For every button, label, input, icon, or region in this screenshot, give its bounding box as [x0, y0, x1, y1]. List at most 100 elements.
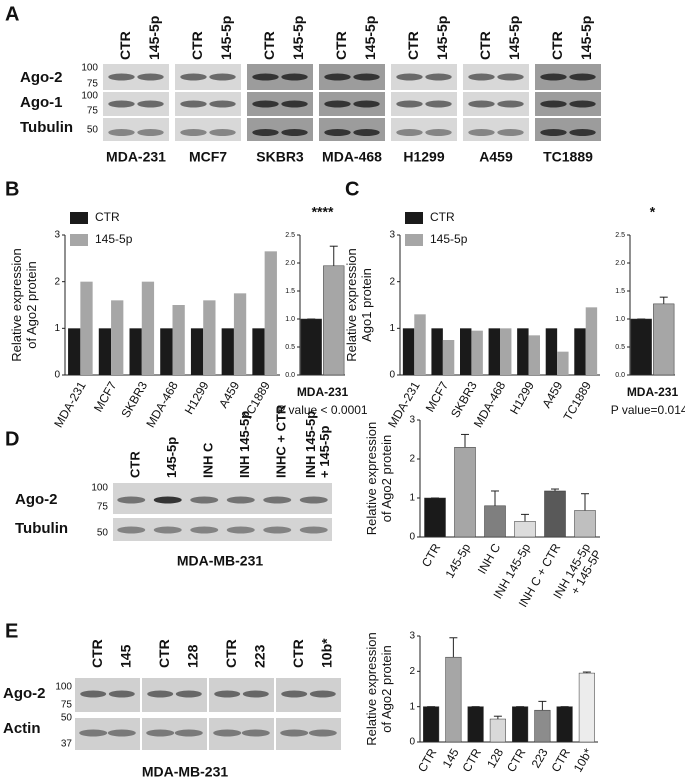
blot-band [209, 73, 236, 81]
bar [203, 300, 216, 375]
row-label: Actin [3, 720, 41, 737]
label-line: Relative expression [364, 632, 379, 745]
x-tick-label: H1299 [182, 379, 212, 417]
bar [467, 706, 484, 743]
label-line: INH 145-5p [303, 411, 318, 478]
y-tick-label: 2.5 [285, 232, 295, 239]
blot-membrane [103, 118, 169, 141]
bar [172, 305, 185, 375]
blot-band [146, 729, 175, 737]
blot-membrane [113, 483, 332, 514]
y-tick-label: 0 [54, 370, 60, 381]
x-tick-label: CTR [419, 541, 444, 570]
bar [630, 318, 652, 376]
blot-band [353, 73, 380, 81]
bar [431, 328, 443, 375]
blot-band [281, 73, 308, 81]
blot-band [425, 100, 452, 108]
lane-label: 145-5p [146, 16, 162, 60]
lane-label: CTR [156, 639, 172, 668]
blot-band [497, 129, 524, 136]
cell-line-label: TC1889 [543, 149, 593, 165]
label-line: of Ago2 protein [379, 435, 394, 522]
blot-band [425, 73, 452, 81]
blot-band [108, 73, 135, 81]
bar [517, 328, 529, 375]
lane-label: CTR [261, 31, 277, 60]
x-tick-label: CTR [460, 746, 485, 775]
y-axis-label: Relative expressionof Ago2 protein [364, 422, 394, 535]
lane-label: 10b* [319, 638, 335, 668]
y-tick-label: 0.0 [285, 372, 295, 379]
blot-band [324, 73, 351, 81]
significance-mark: * [650, 204, 656, 220]
blot-band [174, 729, 203, 737]
blot-band [569, 129, 596, 136]
cell-line-label: MCF7 [189, 149, 227, 165]
label-line: Ago1 protein [359, 268, 374, 342]
blot-band [263, 496, 292, 504]
blot-band [497, 73, 524, 81]
marker-label: 75 [87, 79, 99, 90]
blot-band [180, 73, 207, 81]
panel-letter: C [345, 178, 359, 200]
blot-membrane [247, 118, 313, 141]
marker-label: 75 [97, 502, 109, 513]
blot-band [137, 129, 164, 136]
lane-label: CTR [477, 31, 493, 60]
bar [488, 328, 500, 375]
legend-label: CTR [95, 210, 120, 224]
y-tick-label: 0 [389, 370, 395, 381]
y-tick-label: 2 [389, 276, 395, 287]
marker-label: 37 [61, 739, 73, 750]
marker-label: 100 [91, 483, 108, 494]
cell-line-label: SKBR3 [256, 149, 304, 165]
x-tick-label: 128 [484, 746, 506, 771]
x-tick-label: CTR [415, 746, 440, 775]
label-line: Relative expression [364, 422, 379, 535]
y-tick-label: 3 [409, 415, 415, 426]
bar [489, 718, 506, 743]
blot-caption: MDA-MB-231 [177, 553, 264, 569]
bar [484, 505, 506, 538]
x-tick-label: TC1889 [240, 379, 274, 423]
lane-label: CTR [128, 451, 143, 478]
blot-band [308, 729, 337, 737]
bar [500, 328, 512, 375]
blot-band [108, 100, 135, 108]
y-tick-label: 1.0 [615, 316, 625, 323]
legend-swatch [70, 234, 88, 246]
bar [323, 265, 345, 376]
blot-band [324, 100, 351, 108]
x-tick-label: INH C [475, 541, 504, 577]
x-axis-label: MDA-231 [297, 385, 349, 399]
blot-membrane [175, 118, 241, 141]
bar [534, 709, 551, 743]
label-line: of Ago2 protein [379, 645, 394, 732]
blot-band [209, 129, 236, 136]
y-axis-label: Relative expressionof Ago2 protein [364, 632, 394, 745]
lane-label: 145-5p [164, 437, 179, 478]
lane-label: INH C [201, 442, 216, 478]
blot-band [299, 496, 328, 504]
panel-letter: B [5, 178, 19, 200]
legend-label: 145-5p [430, 232, 468, 246]
blot-band [468, 73, 495, 81]
lane-label: CTR [189, 31, 205, 60]
x-tick-label: CTR [549, 746, 574, 775]
bar [160, 328, 173, 375]
bar [402, 328, 415, 375]
blot-band [353, 129, 380, 136]
bar [68, 328, 81, 375]
lane-label: 223 [252, 644, 268, 668]
significance-mark: **** [312, 204, 334, 220]
y-tick-label: 0.0 [615, 372, 625, 379]
blot-band [213, 729, 242, 737]
y-tick-label: 0 [409, 532, 415, 543]
bar [445, 656, 462, 743]
blot-band [309, 690, 336, 698]
x-tick-label: MCF7 [423, 379, 452, 415]
p-value-note: P value < 0.0001 [277, 403, 368, 417]
bar [300, 318, 322, 376]
